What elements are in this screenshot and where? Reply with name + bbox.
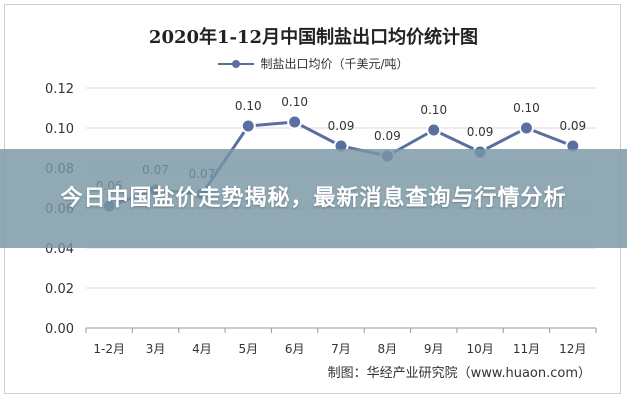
data-label: 0.09 [467, 125, 494, 139]
y-tick-label: 0.02 [45, 282, 74, 297]
x-tick-label: 8月 [378, 342, 398, 356]
chart-title: 2020年1-12月中国制盐出口均价统计图 [148, 27, 479, 48]
y-tick-label: 0.00 [45, 322, 74, 337]
legend-line-marker-icon [218, 59, 255, 69]
data-label: 0.10 [513, 101, 540, 115]
x-tick-label: 5月 [238, 342, 258, 356]
data-point [518, 120, 534, 136]
chart-legend: 制盐出口均价（千美元/吨） [0, 55, 627, 72]
data-label: 0.10 [281, 95, 308, 109]
headline-text: 今日中国盐价走势揭秘，最新消息查询与行情分析 [60, 185, 567, 211]
x-tick-label: 12月 [559, 342, 586, 356]
x-tick-label: 1-2月 [93, 342, 125, 356]
headline-banner: 今日中国盐价走势揭秘，最新消息查询与行情分析 [0, 149, 627, 248]
y-tick-label: 0.10 [45, 122, 74, 137]
data-point [426, 122, 442, 138]
x-tick-label: 10月 [466, 342, 493, 356]
x-tick-label: 3月 [146, 342, 166, 356]
data-label: 0.09 [559, 119, 586, 133]
x-tick-label: 9月 [424, 342, 444, 356]
y-tick-label: 0.12 [45, 82, 74, 97]
data-label: 0.10 [420, 103, 447, 117]
data-label: 0.10 [235, 99, 262, 113]
chart-source: 制图：华经产业研究院（www.huaon.com） [327, 366, 591, 381]
x-tick-label: 6月 [285, 342, 305, 356]
data-point [240, 118, 256, 134]
legend-label: 制盐出口均价（千美元/吨） [260, 57, 409, 71]
data-point [287, 114, 303, 130]
x-tick-label: 11月 [513, 342, 540, 356]
x-tick-label: 7月 [331, 342, 351, 356]
data-label: 0.09 [374, 129, 401, 143]
data-label: 0.09 [328, 119, 355, 133]
x-tick-label: 4月 [192, 342, 212, 356]
